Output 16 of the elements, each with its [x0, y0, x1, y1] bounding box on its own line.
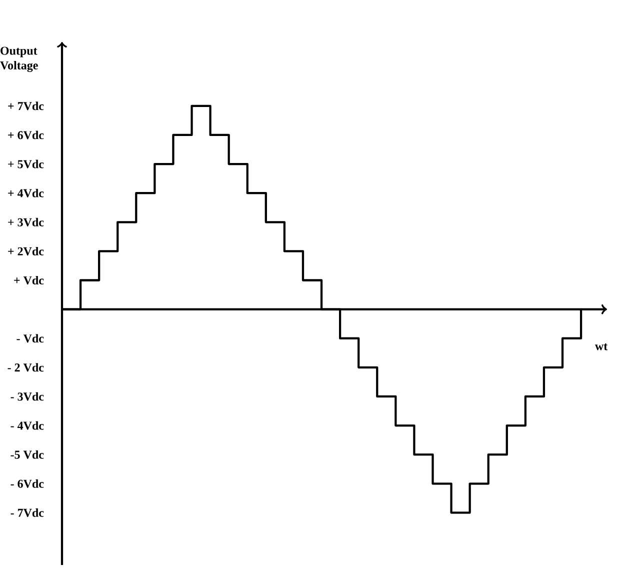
y-tick-label: - Vdc: [16, 334, 44, 343]
y-axis-title: Output Voltage: [0, 46, 38, 72]
y-tick-label: - 6Vdc: [10, 479, 44, 488]
y-tick-label: + 7Vdc: [8, 102, 44, 110]
y-tick-label: -5 Vdc: [10, 450, 44, 459]
y-tick-label: - 3Vdc: [10, 392, 44, 401]
y-tick-label: - 2 Vdc: [8, 363, 44, 372]
y-tick-label: + 5Vdc: [8, 160, 44, 168]
y-tick-label: + Vdc: [14, 276, 44, 285]
y-tick-label: - 4Vdc: [10, 421, 44, 430]
y-tick-label: + 6Vdc: [8, 130, 44, 140]
y-tick-label: + 3Vdc: [8, 218, 44, 226]
y-tick-label: + 4Vdc: [8, 188, 44, 198]
y-tick-label: - 7Vdc: [10, 508, 44, 517]
x-axis-title: wt: [594, 343, 608, 350]
y-tick-label: + 2Vdc: [8, 246, 44, 256]
